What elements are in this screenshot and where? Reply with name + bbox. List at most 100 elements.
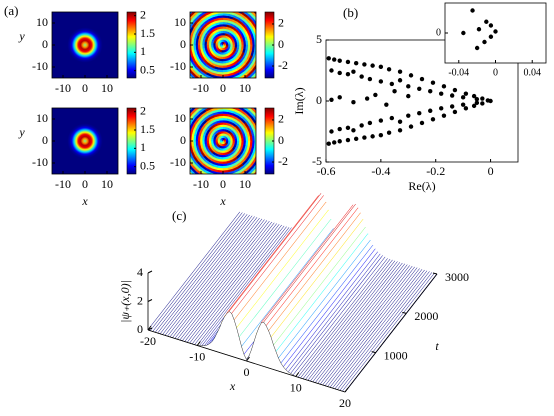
data-point (359, 123, 364, 128)
mesh-line (164, 217, 258, 336)
surface-strip (315, 264, 410, 384)
data-point (367, 76, 373, 82)
x-tick-label: -10 (55, 177, 71, 191)
surface-strip (236, 209, 332, 338)
phase-cell (223, 4, 230, 7)
data-point (441, 84, 447, 89)
data-point (362, 62, 367, 67)
data-point (332, 57, 337, 62)
phase-cell (246, 100, 254, 106)
panel-label: (c) (172, 208, 186, 223)
phase-cell (258, 24, 263, 32)
data-point (351, 69, 356, 74)
phase-cell (238, 1, 246, 6)
phase-cell (221, 148, 224, 152)
phase-cell (240, 12, 249, 18)
phase-cell (259, 134, 262, 141)
phase-cell (256, 25, 261, 32)
surface-strip (320, 266, 415, 386)
data-point (485, 98, 491, 103)
data-point (441, 113, 447, 118)
phase-cell (261, 141, 264, 148)
surface-strip (189, 225, 285, 344)
data-point (470, 8, 475, 13)
colorbar (126, 11, 137, 79)
phase-cell (246, 4, 254, 10)
phase-cell (260, 156, 265, 164)
mesh-line (184, 223, 278, 342)
x-tick-label: 0 (244, 365, 250, 379)
y-tick-label: 10 (36, 15, 48, 29)
panel-label: (b) (343, 5, 358, 20)
phase-cell (210, 7, 217, 11)
t-tick-label: 1000 (384, 348, 408, 362)
surface-strip (342, 273, 437, 392)
surface-strip (152, 213, 248, 333)
mesh-line (159, 215, 253, 335)
data-point (408, 124, 414, 129)
mesh-line (342, 272, 435, 392)
colorbar-tick-label: -2 (278, 58, 288, 72)
phase-cell (223, 105, 229, 108)
phase-cell (208, 97, 216, 101)
density-image (52, 12, 118, 78)
mesh-line (292, 256, 386, 376)
phase-cell (206, 0, 215, 1)
data-point (463, 106, 469, 111)
phase-cell (223, 96, 231, 99)
phase-cell (231, 0, 240, 1)
phase-cell (257, 147, 261, 154)
x-tick-label: 20 (339, 396, 351, 410)
phase-cell (261, 148, 265, 156)
data-point (337, 58, 342, 63)
mesh-line (307, 262, 401, 381)
x-tick-label: 0 (488, 164, 494, 178)
colorbar-tick-label: -2 (278, 154, 288, 168)
phase-cell (210, 79, 217, 83)
phase-cell (216, 100, 223, 103)
phase-cell (256, 58, 261, 65)
data-point (329, 129, 334, 134)
phase-cell (230, 101, 237, 105)
phase-cell (223, 0, 231, 3)
x-tick-label: 10 (101, 177, 113, 191)
data-point (439, 91, 444, 96)
z-tick-label: 2 (137, 293, 143, 307)
phase-cell (176, 45, 179, 53)
data-point (406, 84, 411, 89)
data-point (362, 135, 367, 140)
y-tick-label: 0 (42, 37, 48, 51)
data-point (471, 103, 477, 109)
x-tick-label: 10 (239, 177, 251, 191)
data-point (373, 92, 378, 98)
y-tick-label: 0 (180, 37, 186, 51)
x-axis-label: x (81, 194, 88, 208)
phase-cell (208, 1, 216, 5)
colorbar-tick-label: 0.5 (140, 158, 155, 172)
phase-cell (239, 0, 248, 4)
x-tick-label: -10 (55, 81, 71, 95)
phase-cell (259, 52, 263, 59)
data-point (337, 70, 342, 76)
y-tick-label: 10 (174, 15, 186, 29)
surface-strip (310, 263, 405, 382)
phase-cell (195, 108, 196, 109)
phase-cell (215, 0, 223, 1)
data-point (367, 120, 373, 126)
phase-cell (230, 177, 237, 181)
phase-cell (208, 179, 216, 183)
y-tick-label: 0 (180, 133, 186, 147)
phase-cell (187, 135, 190, 141)
phase-cell (174, 141, 177, 150)
phase-cell (191, 2, 199, 9)
phase-cell (187, 141, 190, 147)
x-tick-label: 10 (101, 81, 113, 95)
data-point (474, 96, 480, 102)
data-point (463, 91, 469, 96)
surface-strip (327, 268, 423, 388)
phase-cell (240, 108, 249, 114)
surface-strip (308, 262, 403, 382)
phase-cell (199, 1, 207, 6)
phase-cell (176, 141, 179, 149)
